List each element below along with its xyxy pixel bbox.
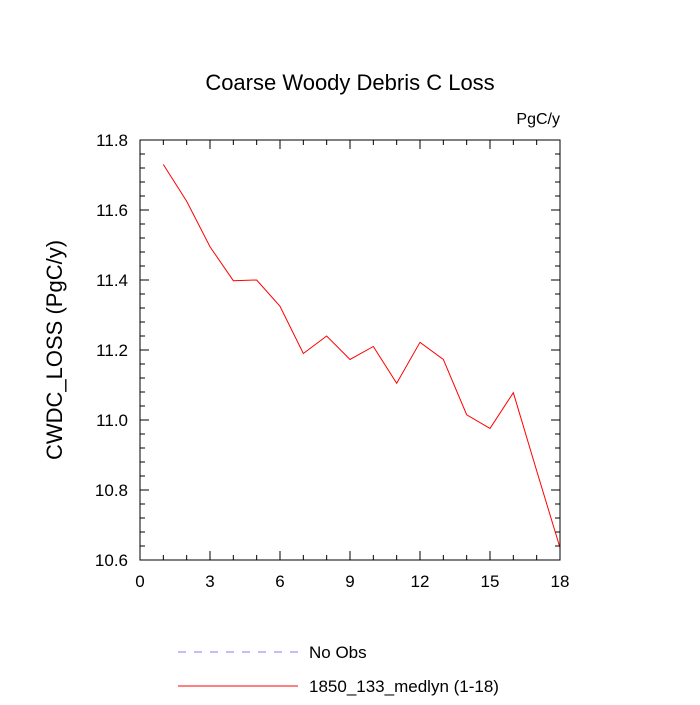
x-tick-label: 0	[135, 572, 144, 591]
legend-label: No Obs	[309, 643, 367, 662]
x-tick-label: 12	[411, 572, 430, 591]
y-tick-label: 11.6	[96, 201, 128, 220]
x-tick-label: 15	[481, 572, 500, 591]
y-tick-label: 11.0	[96, 411, 128, 430]
y-tick-label: 11.8	[96, 131, 128, 150]
series-line	[162, 164, 561, 548]
x-tick-label: 18	[551, 572, 570, 591]
chart-title: Coarse Woody Debris C Loss	[205, 70, 494, 95]
y-tick-label: 11.2	[96, 341, 128, 360]
x-tick-label: 9	[345, 572, 354, 591]
x-tick-label: 6	[275, 572, 284, 591]
y-tick-label: 10.6	[95, 551, 128, 570]
y-tick-label: 11.4	[96, 271, 128, 290]
legend-label: 1850_133_medlyn (1-18)	[309, 677, 499, 696]
x-tick-label: 3	[205, 572, 214, 591]
y-axis-label: CWDC_LOSS (PgC/y)	[42, 240, 67, 460]
units-label: PgC/y	[516, 111, 560, 128]
legend: No Obs 1850_133_medlyn (1-18)	[178, 643, 499, 696]
series-layer	[162, 164, 561, 548]
y-tick-label: 10.8	[95, 481, 128, 500]
plot-frame	[139, 139, 561, 561]
